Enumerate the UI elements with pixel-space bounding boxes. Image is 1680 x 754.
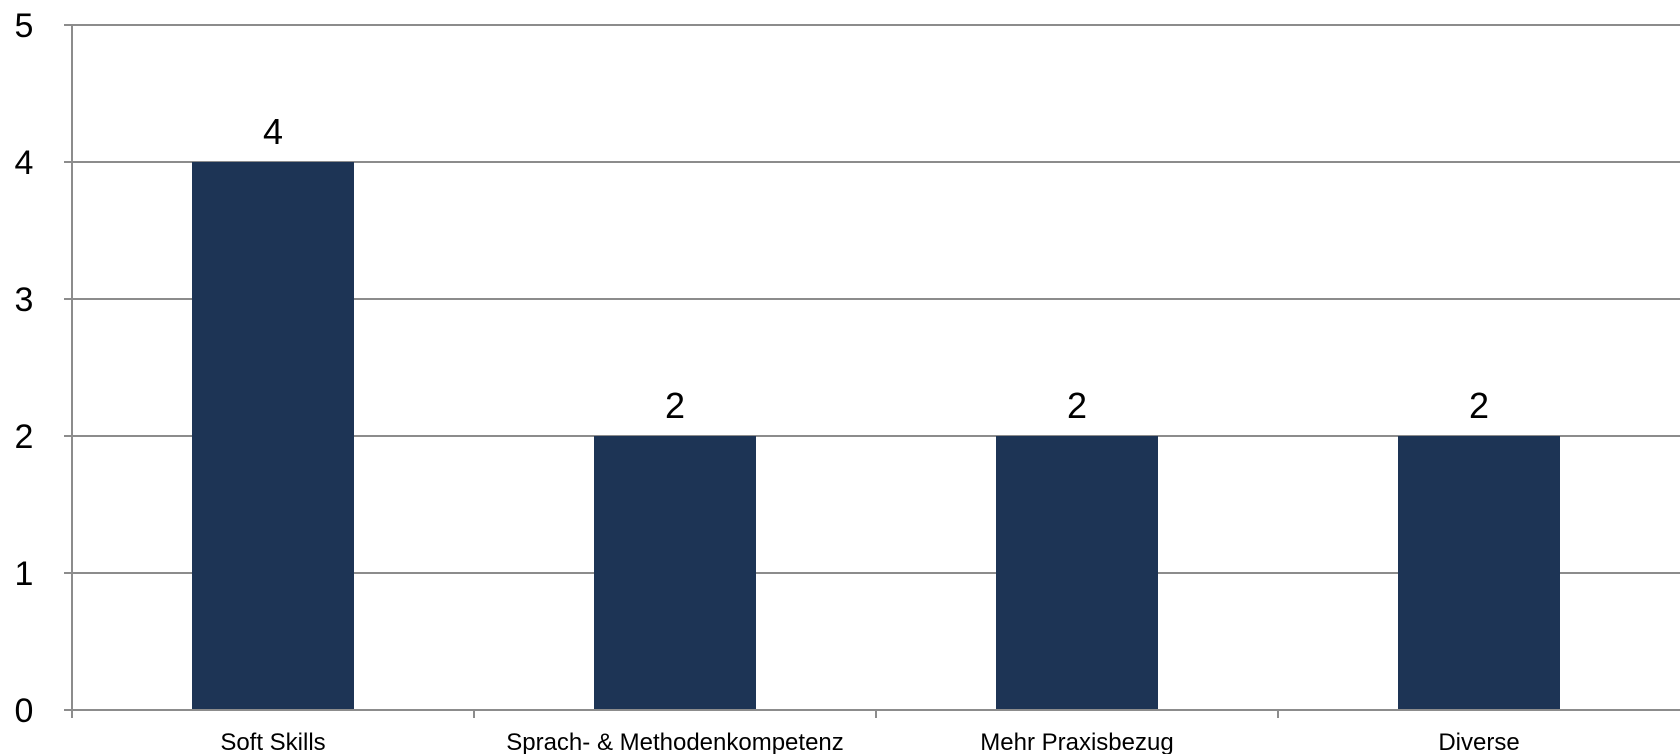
data-label: 2 xyxy=(1067,385,1087,426)
y-tick-label: 1 xyxy=(15,555,34,593)
axes xyxy=(64,24,1680,718)
data-label: 2 xyxy=(1469,385,1489,426)
bar-2 xyxy=(594,436,756,710)
y-tick-label: 5 xyxy=(15,7,34,45)
y-tick-label: 4 xyxy=(15,144,34,182)
x-tick-label: Mehr Praxisbezug xyxy=(980,729,1173,754)
x-tick-label: Diverse xyxy=(1438,729,1519,754)
bar-4 xyxy=(1398,436,1560,710)
x-tick-label: Sprach- & Methodenkompetenz xyxy=(506,729,844,754)
bars xyxy=(192,162,1560,710)
labels: 0 1 2 3 4 5 4 Soft Skills 2 Sprach- & Methodenkom… xyxy=(15,7,1520,754)
y-tick-label: 2 xyxy=(15,418,34,456)
y-tick-label: 3 xyxy=(15,281,34,319)
bar-1 xyxy=(192,162,354,710)
x-tick-label: Soft Skills xyxy=(220,729,325,754)
bar-3 xyxy=(996,436,1158,710)
data-label: 2 xyxy=(665,385,685,426)
y-tick-label: 0 xyxy=(15,692,34,730)
data-label: 4 xyxy=(263,111,283,152)
